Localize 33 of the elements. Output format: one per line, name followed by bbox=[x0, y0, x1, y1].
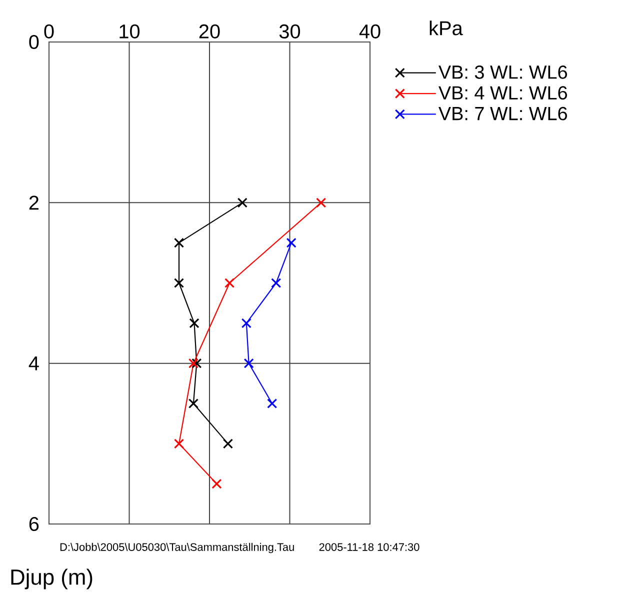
point bbox=[316, 198, 326, 208]
legend-label: VB: 3 WL: WL6 bbox=[438, 65, 567, 79]
x-tick-label: 40 bbox=[359, 24, 380, 38]
point bbox=[188, 398, 198, 409]
y-tick-label: 4 bbox=[28, 356, 39, 370]
point bbox=[174, 278, 184, 288]
y-tick-label: 0 bbox=[29, 34, 39, 50]
text: D:\Jobb\2005\U05030\Tau\Sammanställning.Tau bbox=[60, 542, 294, 554]
point bbox=[271, 278, 282, 288]
x-tick-label: 30 bbox=[279, 24, 300, 38]
x-tick-label: 0 bbox=[44, 24, 54, 38]
y-tick-label: 2 bbox=[29, 196, 38, 210]
point bbox=[212, 478, 222, 489]
legend-label: VB: 4 WL: WL6 bbox=[438, 86, 567, 100]
y-tick-label: 6 bbox=[29, 516, 39, 532]
x-tick-label: 20 bbox=[199, 24, 220, 38]
point bbox=[286, 238, 296, 248]
x-axis-title: kPa bbox=[430, 20, 463, 36]
y-axis-title: Djup (m) bbox=[11, 568, 92, 590]
point bbox=[244, 358, 254, 368]
point bbox=[192, 358, 202, 368]
point bbox=[174, 238, 184, 248]
point bbox=[241, 318, 252, 328]
point bbox=[267, 398, 278, 409]
point bbox=[224, 278, 235, 288]
legend-label: VB: 7 WL: WL6 bbox=[438, 106, 567, 120]
point bbox=[222, 438, 233, 449]
text: 2005-11-18 10:47:30 bbox=[319, 543, 420, 551]
point bbox=[189, 318, 200, 328]
point bbox=[237, 198, 248, 208]
x-tick-label: 10 bbox=[120, 24, 140, 38]
point bbox=[174, 438, 184, 449]
point bbox=[188, 358, 198, 368]
